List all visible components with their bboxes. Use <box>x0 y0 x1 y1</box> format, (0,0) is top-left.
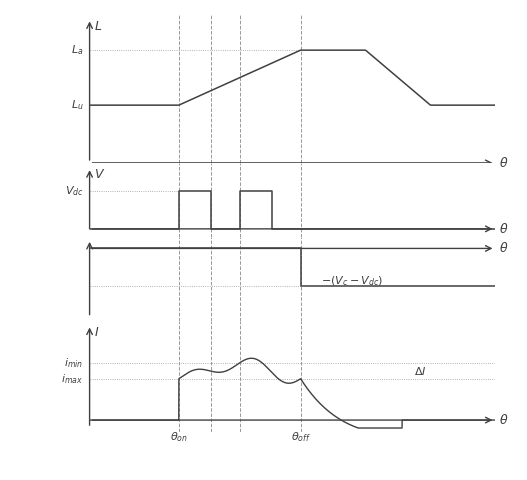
Text: $-(V_c - V_{dc})$: $-(V_c - V_{dc})$ <box>321 274 383 288</box>
Text: $\theta_{off}$: $\theta_{off}$ <box>290 431 310 444</box>
Text: $\mathit{V}$: $\mathit{V}$ <box>94 168 105 181</box>
Text: $\Delta \mathit{I}$: $\Delta \mathit{I}$ <box>414 365 427 377</box>
Text: $\theta$: $\theta$ <box>500 413 509 427</box>
Text: $\mathit{I}$: $\mathit{I}$ <box>94 326 99 339</box>
Text: $\theta$: $\theta$ <box>500 241 509 255</box>
Text: $i_{max}$: $i_{max}$ <box>62 372 83 385</box>
Text: $\theta$: $\theta$ <box>500 222 509 236</box>
Text: $\theta_{on}$: $\theta_{on}$ <box>170 431 188 444</box>
Text: $L_a$: $L_a$ <box>71 43 83 57</box>
Text: $i_{min}$: $i_{min}$ <box>64 356 83 370</box>
Text: $L_u$: $L_u$ <box>71 98 83 112</box>
Text: $\mathit{L}$: $\mathit{L}$ <box>94 20 102 33</box>
Text: $\theta$: $\theta$ <box>500 156 509 170</box>
Text: $V_{dc}$: $V_{dc}$ <box>65 185 83 198</box>
